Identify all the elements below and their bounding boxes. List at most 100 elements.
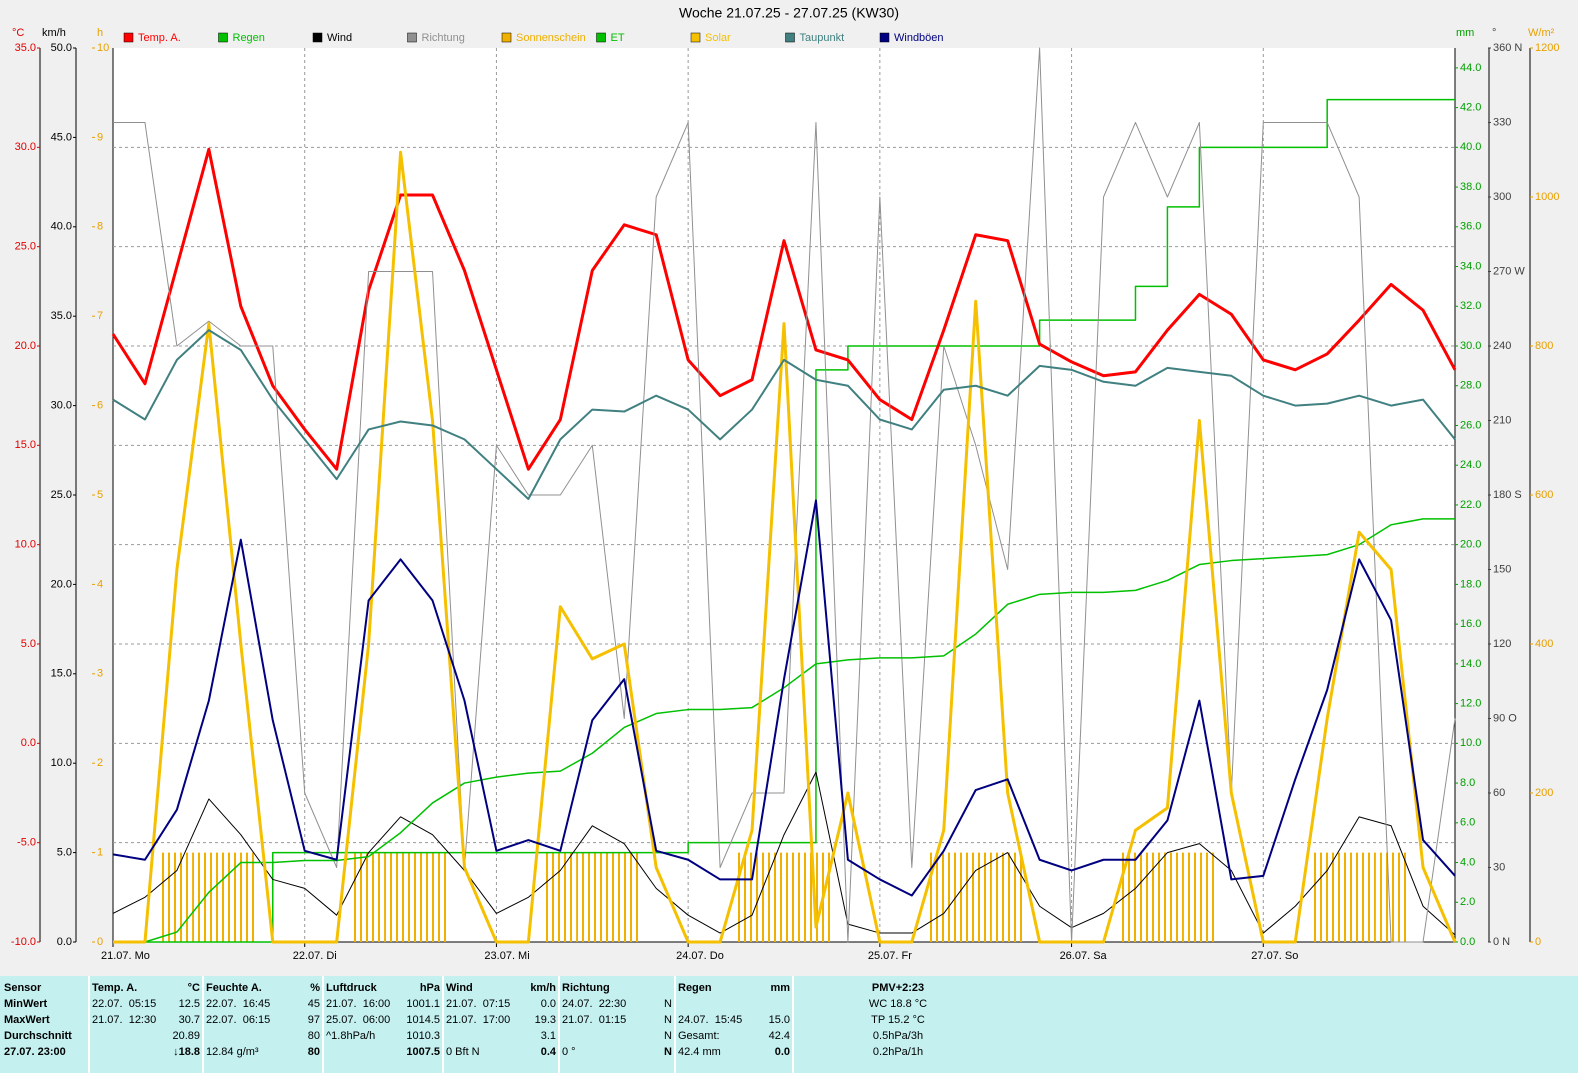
table-cell: mm (770, 982, 790, 994)
y-tick-label: 15.0 (51, 668, 72, 680)
y-tick-label: 210 (1493, 414, 1511, 426)
table-cell: 0.5hPa/3h (872, 1030, 924, 1042)
sunshine-bar (416, 852, 449, 942)
sunshine-bar (608, 852, 641, 942)
table-cell: 30.7 (178, 1014, 200, 1026)
chart-title: Woche 21.07.25 - 27.07.25 (KW30) (679, 5, 899, 21)
table-cell: N (664, 998, 672, 1010)
table-cell: 1014.5 (406, 1014, 440, 1026)
sunshine-bar (544, 852, 577, 942)
table-cell: 22.07. 16:45 (206, 998, 271, 1010)
legend-swatch (501, 32, 512, 43)
sunshine-bar (160, 852, 193, 942)
table-cell: 20.89 (172, 1030, 200, 1042)
column-separator (442, 976, 444, 1073)
y-tick-label: 34.0 (1460, 260, 1481, 272)
table-cell: 80 (307, 1046, 320, 1058)
y-tick-label: 50.0 (51, 42, 72, 54)
y-tick-label: 60 (1493, 787, 1505, 799)
y-tick-label: 1 (97, 847, 103, 859)
y-tick-label: 8.0 (1460, 777, 1475, 789)
table-cell: 22.07. 06:15 (206, 1014, 271, 1026)
legend-label: Solar (705, 32, 731, 44)
legend-label: Richtung (422, 32, 465, 44)
table-cell: 97 (307, 1014, 320, 1026)
summary-table: Sensor Temp. A. °C Feuchte A.% Luftdruck hPa W… (0, 976, 1578, 1073)
y-tick-label: 38.0 (1460, 181, 1481, 193)
x-tick-label: 22.07. Di (293, 950, 337, 962)
table-cell: 0.0 (774, 1046, 790, 1058)
table-cell: MaxWert (4, 1014, 50, 1026)
y-tick-label: 24.0 (1460, 459, 1481, 471)
y-tick-label: 10.0 (15, 539, 36, 551)
column-separator (674, 976, 676, 1073)
y-tick-label: 15.0 (15, 439, 36, 451)
table-cell: Feuchte A. (206, 982, 262, 994)
y-tick-label: 40.0 (51, 221, 72, 233)
y-tick-label: 10.0 (1460, 737, 1481, 749)
table-cell: 22.07. 05:15 (92, 998, 157, 1010)
table-cell: km/h (530, 982, 556, 994)
y-tick-label: 600 (1535, 489, 1553, 501)
table-cell: % (310, 982, 320, 994)
table-cell: 42.4 mm (678, 1046, 721, 1058)
legend-label: Wind (327, 32, 352, 44)
table-cell: 15.0 (768, 1014, 790, 1026)
y-tick-label: 4.0 (1460, 856, 1475, 868)
column-separator (322, 976, 324, 1073)
column-separator (202, 976, 204, 1073)
series-line (113, 98, 1455, 943)
x-tick-label: 27.07. So (1251, 950, 1298, 962)
column-separator (88, 976, 90, 1073)
y-tick-label: 5.0 (21, 638, 36, 650)
table-cell: N (664, 1046, 672, 1058)
y-tick-label: 8 (97, 221, 103, 233)
sunshine-bar (1375, 852, 1408, 942)
y-tick-label: 40.0 (1460, 141, 1481, 153)
table-cell: 12.84 g/m³ (206, 1046, 259, 1058)
table-cell: 0.4 (540, 1046, 556, 1058)
y-tick-label: 20.0 (51, 578, 72, 590)
y-tick-label: 25.0 (51, 489, 72, 501)
table-cell: N (664, 1030, 672, 1042)
table-cell: 24.07. 15:45 (678, 1014, 743, 1026)
table-cell: Richtung (562, 982, 610, 994)
series-layer (111, 47, 1457, 944)
y-tick-label: 30.0 (15, 141, 36, 153)
sunshine-bar (768, 852, 800, 942)
table-cell: 45 (307, 998, 320, 1010)
table-cell: 1010.3 (406, 1030, 440, 1042)
table-cell: Durchschnitt (4, 1030, 72, 1042)
y-tick-label: 0 (97, 936, 103, 948)
legend-label: Temp. A. (138, 32, 181, 44)
y-tick-label: -5.0 (17, 837, 36, 849)
legend-swatch (596, 32, 606, 43)
table-cell: 0.0 (540, 998, 556, 1010)
series-line (112, 329, 1456, 500)
sunshine-bar (384, 852, 417, 942)
legend-label: Taupunkt (800, 32, 845, 44)
sunshine-bar (224, 852, 257, 942)
series-line (113, 150, 1457, 944)
y-tick-label: 300 (1493, 191, 1511, 203)
legend-label: Regen (233, 32, 265, 44)
legend-label: Windböen (894, 32, 944, 44)
sunshine-bar (1151, 852, 1184, 942)
y-tick-label: 6 (97, 400, 103, 412)
axis-unit: ° (1492, 27, 1496, 39)
table-cell: Sensor (4, 982, 42, 994)
y-tick-label: 150 (1493, 563, 1511, 575)
y-tick-label: 120 (1493, 638, 1511, 650)
y-tick-label: 3 (97, 668, 103, 680)
y-tick-label: 5 (97, 489, 103, 501)
y-tick-label: 0.0 (1460, 936, 1475, 948)
y-tick-label: 1200 (1535, 42, 1559, 54)
legend-swatch (785, 32, 795, 43)
y-tick-label: 36.0 (1460, 221, 1481, 233)
table-cell: N (664, 1014, 672, 1026)
sunshine-bar (1311, 852, 1344, 942)
y-tick-label: 10 (97, 42, 109, 54)
legend-label: ET (611, 32, 625, 44)
series-line (111, 147, 1457, 471)
series-line (112, 499, 1456, 897)
